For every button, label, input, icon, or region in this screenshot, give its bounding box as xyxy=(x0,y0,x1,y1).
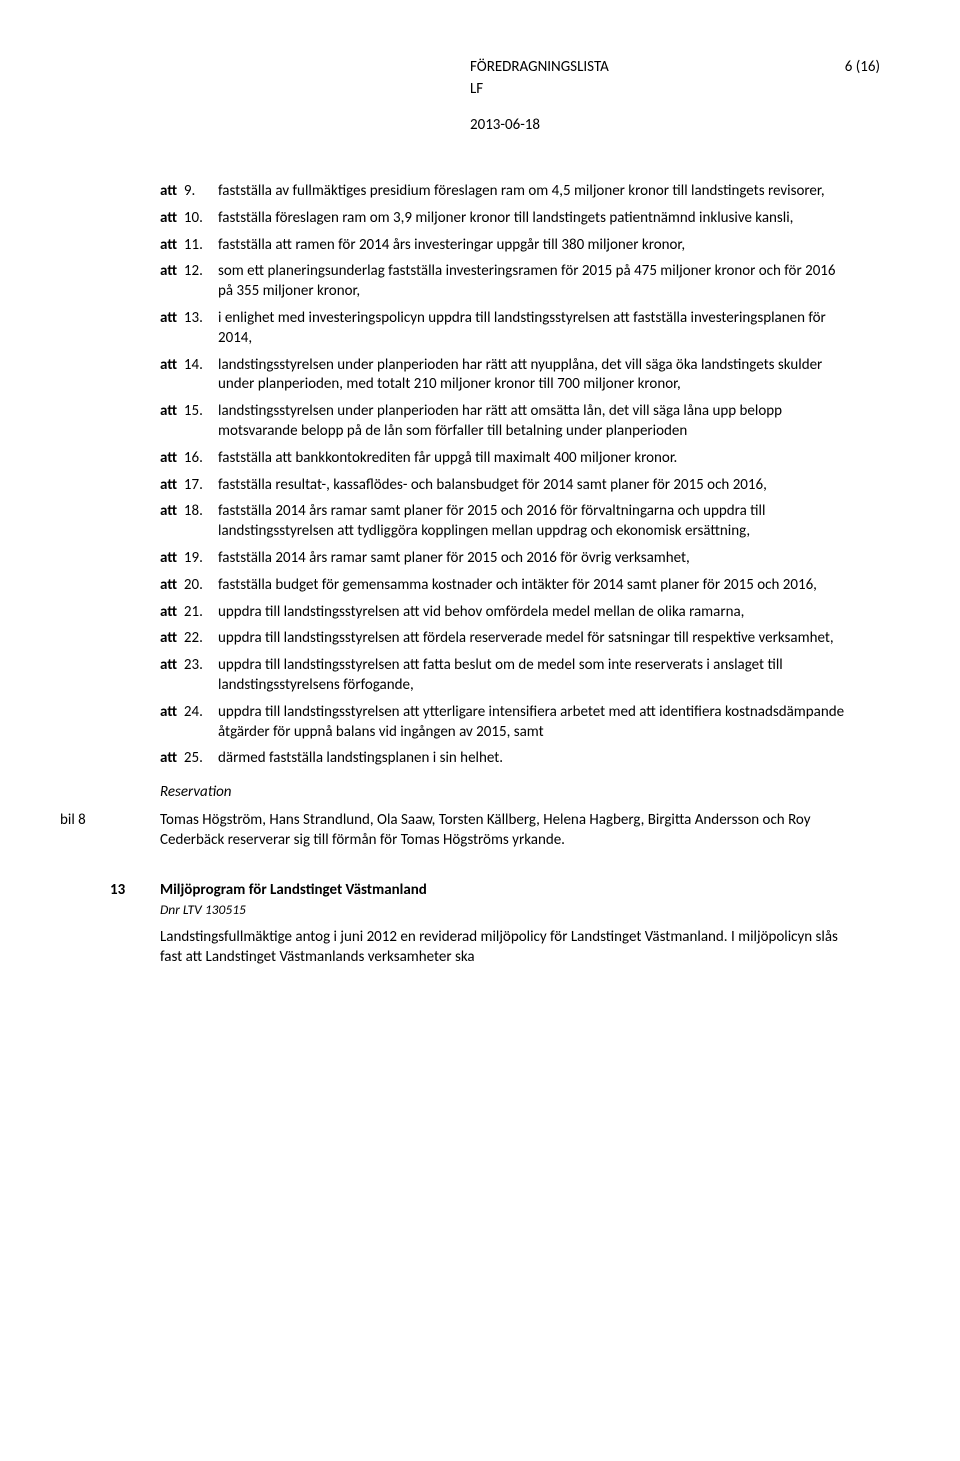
att-label: att 25. xyxy=(160,749,218,769)
att-text: landstingsstyrelsen under planperioden h… xyxy=(218,356,850,396)
att-text: i enlighet med investeringspolicyn uppdr… xyxy=(218,309,850,349)
att-item: att 20.fastställa budget för gemensamma … xyxy=(160,576,850,596)
reservation-text: Tomas Högström, Hans Strandlund, Ola Saa… xyxy=(160,811,850,851)
att-label: att 19. xyxy=(160,549,218,569)
att-label: att 24. xyxy=(160,703,218,743)
att-item: att 10.fastställa föreslagen ram om 3,9 … xyxy=(160,209,850,229)
att-item: att 9.fastställa av fullmäktiges presidi… xyxy=(160,182,850,202)
att-item: att 24.uppdra till landstingsstyrelsen a… xyxy=(160,703,850,743)
att-item: att 14.landstingsstyrelsen under planper… xyxy=(160,356,850,396)
header-title: FÖREDRAGNINGSLISTA xyxy=(470,58,609,76)
att-item: att 15.landstingsstyrelsen under planper… xyxy=(160,402,850,442)
att-list: att 9.fastställa av fullmäktiges presidi… xyxy=(160,182,850,769)
att-text: därmed fastställa landstingsplanen i sin… xyxy=(218,749,850,769)
section-text: Landstingsfullmäktige antog i juni 2012 … xyxy=(160,928,850,968)
att-text: uppdra till landstingsstyrelsen att förd… xyxy=(218,629,850,649)
att-label: att 11. xyxy=(160,236,218,256)
att-text: som ett planeringsunderlag fastställa in… xyxy=(218,262,850,302)
att-text: fastställa att ramen för 2014 års invest… xyxy=(218,236,850,256)
att-item: att 11.fastställa att ramen för 2014 års… xyxy=(160,236,850,256)
att-text: fastställa resultat-, kassaflödes- och b… xyxy=(218,476,850,496)
att-label: att 13. xyxy=(160,309,218,349)
section-13: 13 Miljöprogram för Landstinget Västmanl… xyxy=(110,881,850,968)
att-item: att 13.i enlighet med investeringspolicy… xyxy=(160,309,850,349)
att-text: fastställa budget för gemensamma kostnad… xyxy=(218,576,850,596)
att-text: fastställa 2014 års ramar samt planer fö… xyxy=(218,549,850,569)
header-date: 2013-06-18 xyxy=(470,116,850,134)
att-label: att 15. xyxy=(160,402,218,442)
section-number: 13 xyxy=(110,881,160,968)
att-label: att 23. xyxy=(160,656,218,696)
att-label: att 20. xyxy=(160,576,218,596)
att-label: att 21. xyxy=(160,603,218,623)
att-label: att 12. xyxy=(160,262,218,302)
att-label: att 17. xyxy=(160,476,218,496)
att-text: fastställa föreslagen ram om 3,9 miljone… xyxy=(218,209,850,229)
reservation-heading: Reservation xyxy=(160,783,850,801)
att-item: att 19.fastställa 2014 års ramar samt pl… xyxy=(160,549,850,569)
att-item: att 12.som ett planeringsunderlag fastst… xyxy=(160,262,850,302)
att-item: att 17.fastställa resultat-, kassaflödes… xyxy=(160,476,850,496)
att-label: att 22. xyxy=(160,629,218,649)
section-body: Miljöprogram för Landstinget Västmanland… xyxy=(160,881,850,968)
page-number: 6 (16) xyxy=(845,58,880,76)
section-title: Miljöprogram för Landstinget Västmanland xyxy=(160,881,850,899)
att-label: att 10. xyxy=(160,209,218,229)
att-item: att 21.uppdra till landstingsstyrelsen a… xyxy=(160,603,850,623)
att-text: fastställa av fullmäktiges presidium för… xyxy=(218,182,850,202)
att-text: fastställa att bankkontokrediten får upp… xyxy=(218,449,850,469)
reservation-row: bil 8 Tomas Högström, Hans Strandlund, O… xyxy=(110,811,850,851)
att-text: fastställa 2014 års ramar samt planer fö… xyxy=(218,502,850,542)
att-item: att 23.uppdra till landstingsstyrelsen a… xyxy=(160,656,850,696)
page-header: FÖREDRAGNINGSLISTA 6 (16) xyxy=(110,58,850,76)
header-lf: LF xyxy=(470,80,850,98)
att-item: att 25.därmed fastställa landstingsplane… xyxy=(160,749,850,769)
att-label: att 18. xyxy=(160,502,218,542)
att-text: uppdra till landstingsstyrelsen att ytte… xyxy=(218,703,850,743)
att-text: uppdra till landstingsstyrelsen att fatt… xyxy=(218,656,850,696)
att-item: att 22.uppdra till landstingsstyrelsen a… xyxy=(160,629,850,649)
document-page: FÖREDRAGNINGSLISTA 6 (16) LF 2013-06-18 … xyxy=(0,0,960,1461)
att-text: uppdra till landstingsstyrelsen att vid … xyxy=(218,603,850,623)
att-text: landstingsstyrelsen under planperioden h… xyxy=(218,402,850,442)
att-item: att 16.fastställa att bankkontokrediten … xyxy=(160,449,850,469)
att-label: att 9. xyxy=(160,182,218,202)
att-item: att 18.fastställa 2014 års ramar samt pl… xyxy=(160,502,850,542)
bil-label: bil 8 xyxy=(60,811,110,851)
section-dnr: Dnr LTV 130515 xyxy=(160,901,850,918)
att-label: att 14. xyxy=(160,356,218,396)
att-label: att 16. xyxy=(160,449,218,469)
